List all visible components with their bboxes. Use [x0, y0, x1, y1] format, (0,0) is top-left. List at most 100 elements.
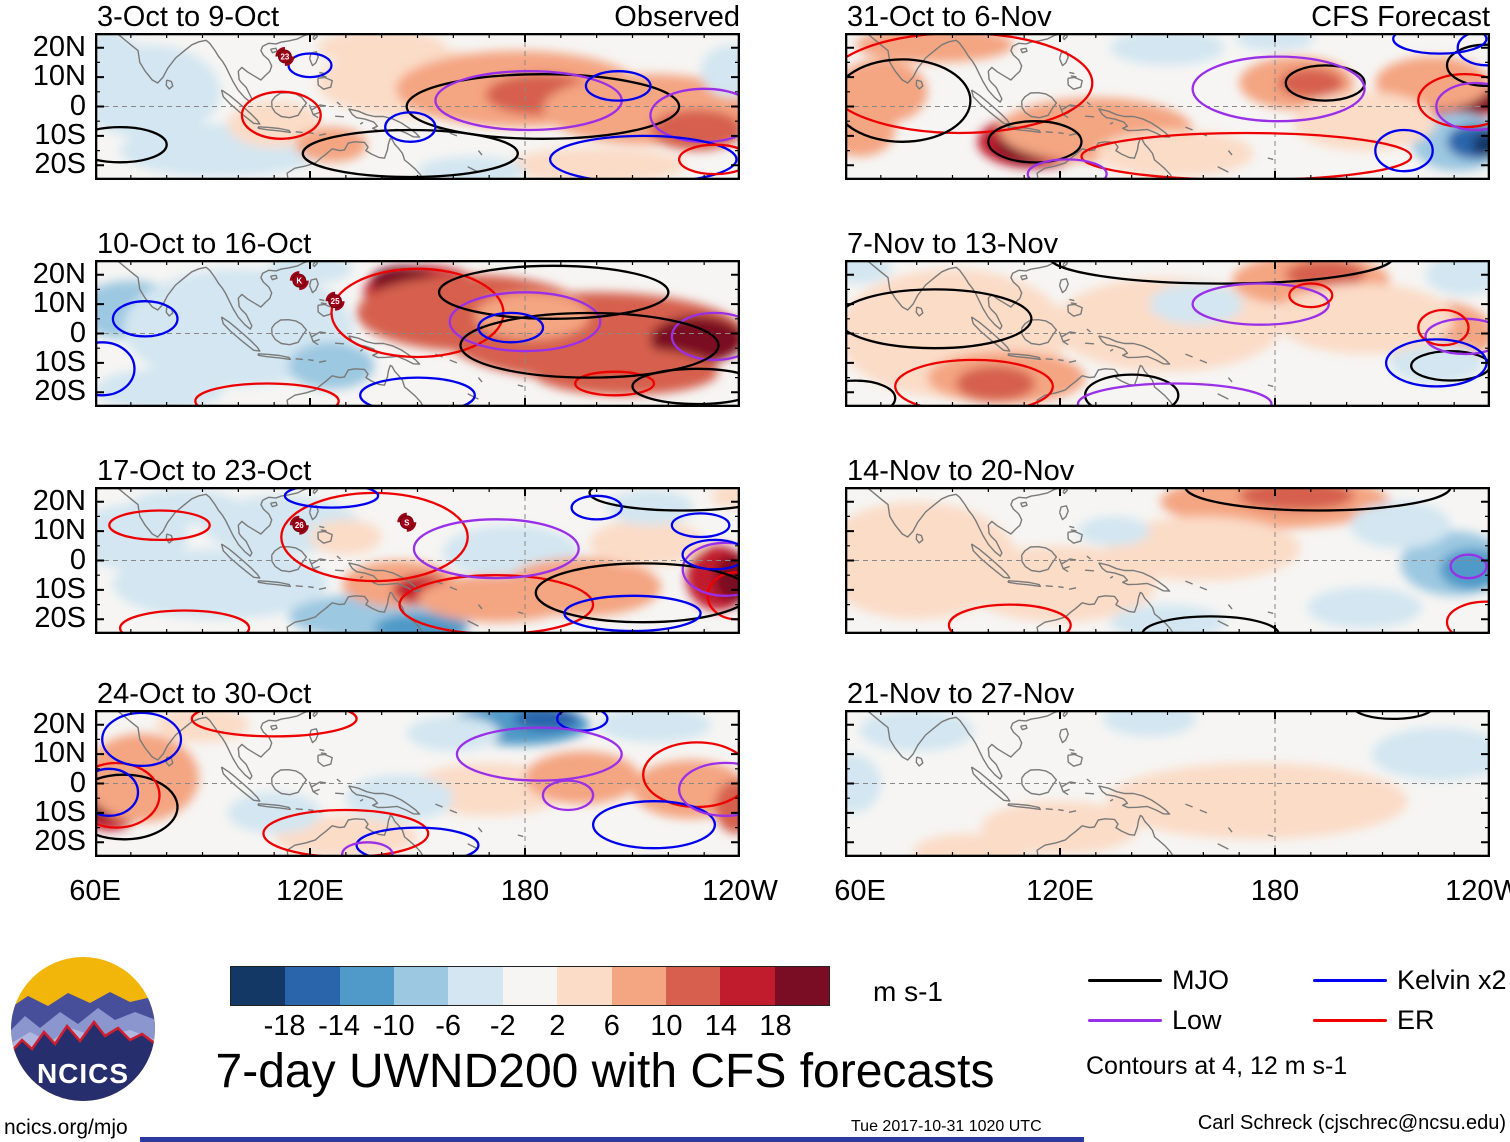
y-tick-label: 20S: [34, 825, 86, 857]
storm-marker: 25: [325, 291, 345, 311]
figure-title: 7-day UWND200 with CFS forecasts: [215, 1045, 995, 1098]
low-label: Low: [1172, 1005, 1222, 1035]
y-tick-label: 10S: [34, 119, 86, 151]
x-tick-label: 180: [1250, 875, 1300, 907]
y-tick-label: 20S: [34, 375, 86, 407]
colorbar-tick-label: -18: [263, 1010, 306, 1042]
logo-front-ridge: [11, 1022, 155, 1101]
colorbar-swatch: [285, 967, 340, 1005]
colorbar-tick-label: 14: [704, 1010, 738, 1042]
map-canvas: K 25: [95, 260, 740, 407]
y-tick-label: 10N: [32, 514, 86, 546]
map-panel-forecast-week3: 14-Nov to 20-Nov: [845, 456, 1490, 634]
column-heading: Observed: [614, 1, 740, 33]
map-canvas: [845, 710, 1490, 857]
panel-title: 3-Oct to 9-Oct: [97, 1, 280, 33]
y-tick-label: 10S: [34, 796, 86, 828]
colorbar-swatch: [231, 967, 286, 1005]
y-tick-label: 10S: [34, 346, 86, 378]
kelvin-line-sample: [1313, 979, 1387, 982]
x-tick-label: 180: [500, 875, 550, 907]
column-heading: CFS Forecast: [1311, 1, 1490, 33]
colorbar-swatch: [339, 967, 395, 1005]
panel-title: 10-Oct to 16-Oct: [97, 228, 312, 260]
ncics-logo: NCICS: [11, 957, 155, 1101]
map-panel-observed-week2: 10-Oct to 16-Oct K 25: [95, 229, 740, 407]
colorbar-tick-label: 2: [549, 1010, 566, 1042]
bottom-blue-bar: [140, 1137, 1084, 1142]
colorbar-swatch: [665, 967, 721, 1005]
colorbar-swatch: [448, 967, 503, 1005]
y-tick-label: 0: [69, 317, 86, 349]
x-tick-label: 60E: [834, 875, 886, 907]
map-canvas: 26 S: [95, 487, 740, 634]
x-tick-label: 120W: [702, 875, 778, 907]
map-canvas: 23: [95, 33, 740, 180]
colorbar-swatch: [394, 967, 449, 1005]
svg-text:26: 26: [295, 521, 304, 530]
storm-marker: 23: [275, 47, 295, 66]
low-line-sample: [1088, 1019, 1162, 1022]
colorbar: [230, 966, 830, 1006]
panel-title: 7-Nov to 13-Nov: [847, 228, 1059, 260]
colorbar-swatch: [557, 967, 612, 1005]
map-canvas: [845, 487, 1490, 634]
map-panel-forecast-week4: 21-Nov to 27-Nov: [845, 679, 1490, 857]
x-tick-label: 120E: [276, 875, 344, 907]
footer-timestamp: Tue 2017-10-31 1020 UTC: [851, 1118, 1042, 1135]
y-tick-label: 20S: [34, 148, 86, 180]
colorbar-tick-label: 18: [759, 1010, 792, 1042]
panel-title: 17-Oct to 23-Oct: [97, 455, 312, 487]
colorbar-tick-label: -10: [372, 1010, 415, 1042]
map-panel-observed-week4: 24-Oct to 30-Oct: [95, 679, 740, 857]
svg-text:23: 23: [280, 53, 289, 62]
colorbar-tick-label: -14: [318, 1010, 361, 1042]
kelvin-label: Kelvin x2: [1397, 965, 1507, 995]
map-panel-forecast-week1: 31-Oct to 6-Nov CFS Forecast: [845, 2, 1490, 180]
colorbar-tick-label: 10: [650, 1010, 683, 1042]
storm-marker: K: [289, 271, 309, 291]
y-tick-label: 10N: [32, 287, 86, 319]
x-tick-label: 60E: [69, 875, 121, 907]
panel-title: 21-Nov to 27-Nov: [847, 678, 1075, 710]
y-tick-label: 10S: [34, 573, 86, 605]
svg-text:K: K: [296, 277, 302, 286]
y-tick-label: 10N: [32, 737, 86, 769]
colorbar-swatch: [611, 967, 666, 1005]
er-label: ER: [1397, 1005, 1435, 1035]
svg-text:S: S: [404, 518, 410, 527]
x-tick-label: 120E: [1026, 875, 1094, 907]
y-tick-label: 20N: [32, 31, 86, 63]
mjo-label: MJO: [1172, 965, 1229, 995]
x-tick-label: 120W: [1445, 875, 1510, 907]
footer-site-url[interactable]: ncics.org/mjo: [4, 1116, 128, 1139]
y-tick-label: 20N: [32, 485, 86, 517]
storm-marker: S: [397, 512, 417, 532]
panel-title: 31-Oct to 6-Nov: [847, 1, 1052, 33]
y-tick-label: 0: [69, 767, 86, 799]
map-panel-observed-week1: 3-Oct to 9-Oct Observed 23: [95, 2, 740, 180]
contour-legend: MJO Kelvin x2 Low ER Contours at 4, 12 m…: [1080, 966, 1510, 1096]
colorbar-units: m s-1: [873, 976, 943, 1007]
colorbar-swatch: [774, 967, 829, 1005]
colorbar-tick-label: -2: [489, 1010, 516, 1042]
y-tick-label: 20S: [34, 602, 86, 634]
logo-red-ridgeline: [11, 1019, 155, 1054]
panel-title: 24-Oct to 30-Oct: [97, 678, 312, 710]
map-canvas: [95, 710, 740, 857]
map-panel-observed-week3: 17-Oct to 23-Oct 26 S: [95, 456, 740, 634]
colorbar-swatch: [720, 967, 775, 1005]
y-tick-label: 20N: [32, 708, 86, 740]
panel-title: 14-Nov to 20-Nov: [847, 455, 1075, 487]
colorbar-swatch: [502, 967, 558, 1005]
colorbar-tick-label: 6: [603, 1010, 620, 1042]
map-panel-forecast-week2: 7-Nov to 13-Nov: [845, 229, 1490, 407]
footer-credit: Carl Schreck (cjschrec@ncsu.edu): [1197, 1112, 1506, 1134]
y-tick-label: 0: [69, 544, 86, 576]
colorbar-tick-label: -6: [435, 1010, 462, 1042]
er-line-sample: [1313, 1019, 1387, 1022]
mjo-line-sample: [1088, 979, 1162, 982]
storm-marker: 26: [289, 515, 309, 535]
svg-text:25: 25: [331, 297, 340, 306]
